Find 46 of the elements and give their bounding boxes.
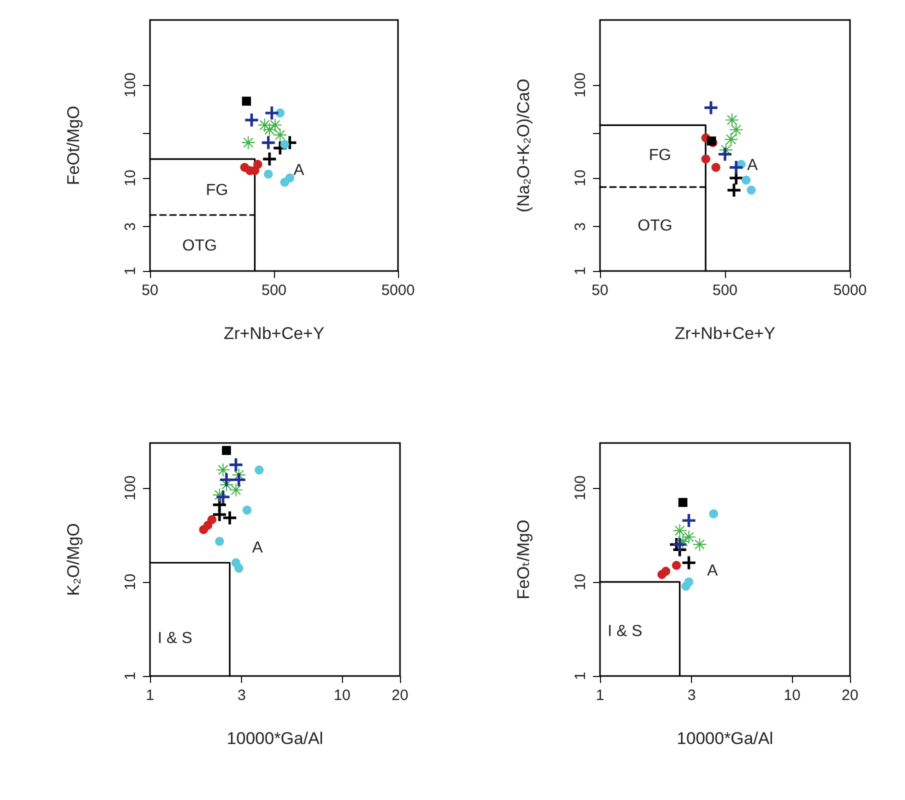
x-tick-label: 1 <box>596 687 604 704</box>
annotation: A <box>707 562 718 580</box>
x-axis-title: 10000*Ga/Al <box>226 729 324 748</box>
y-tick-label: 1 <box>572 266 589 276</box>
annotation: A <box>293 162 304 180</box>
x-tick-label: 3 <box>688 687 696 704</box>
y-axis-title: K₂O/MgO <box>64 523 83 596</box>
annotation: A <box>747 157 758 174</box>
y-tick-label: 100 <box>122 72 139 98</box>
y-tick-label: 3 <box>572 222 589 231</box>
x-tick-label: 5000 <box>833 282 867 299</box>
y-tick-label: 10 <box>572 170 589 186</box>
x-tick-label: 20 <box>842 687 858 704</box>
y-tick-label: 10 <box>122 170 139 186</box>
y-axis-title: (Na₂O+K₂O)/CaO <box>514 78 533 212</box>
y-tick-label: 10 <box>122 574 139 590</box>
x-tick-label: 50 <box>142 282 158 299</box>
y-tick-label: 10 <box>572 574 589 590</box>
annotation: I & S <box>158 630 192 648</box>
x-tick-label: 500 <box>712 282 738 299</box>
x-tick-label: 10 <box>784 687 800 704</box>
annotation: FG <box>648 147 672 164</box>
y-axis-title: FeOₜ/MgO <box>514 520 533 600</box>
x-tick-label: 10 <box>334 687 350 704</box>
y-tick-label: 1 <box>122 672 139 680</box>
annotation: FG <box>206 182 228 200</box>
x-axis-title: Zr+Nb+Ce+Y <box>674 324 776 343</box>
y-tick-label: 100 <box>572 475 589 500</box>
y-tick-label: 100 <box>572 72 589 98</box>
x-tick-label: 3 <box>238 687 246 704</box>
annotation: OTG <box>182 237 217 254</box>
x-tick-label: 500 <box>261 282 287 299</box>
annotation: A <box>252 539 264 556</box>
x-tick-label: 20 <box>392 687 408 704</box>
x-tick-label: 5000 <box>381 282 415 299</box>
x-axis-title: 10000*Ga/Al <box>676 729 774 748</box>
y-tick-label: 1 <box>122 266 139 276</box>
y-tick-label: 3 <box>122 222 139 231</box>
annotation: OTG <box>638 217 672 234</box>
x-tick-label: 1 <box>146 687 154 704</box>
y-tick-label: 1 <box>572 672 589 680</box>
y-tick-label: 100 <box>122 475 139 500</box>
x-tick-label: 50 <box>592 282 608 299</box>
annotation: I & S <box>608 623 642 640</box>
y-axis-title: FeOt/MgO <box>64 106 83 186</box>
x-axis-title: Zr+Nb+Ce+Y <box>224 324 324 343</box>
